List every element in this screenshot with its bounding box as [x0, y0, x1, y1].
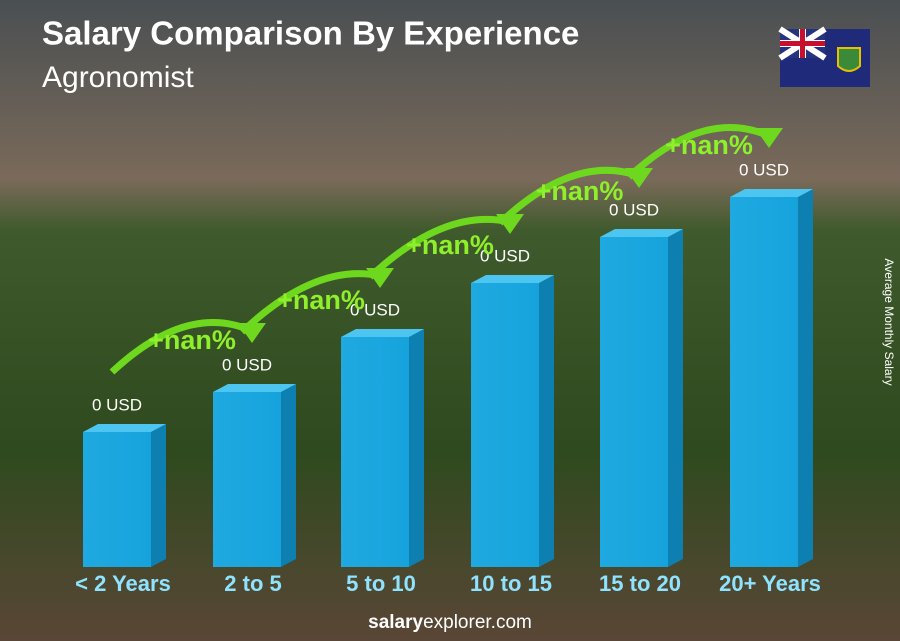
category-label: 15 to 20	[599, 571, 681, 596]
title: Salary Comparison By Experience	[42, 15, 579, 52]
axis-label: Average Monthly Salary	[882, 258, 896, 385]
value-label: 0 USD	[739, 160, 789, 179]
bar-side	[409, 329, 424, 567]
value-label: 0 USD	[92, 395, 142, 414]
bar-side	[668, 229, 683, 567]
footer-rest: explorer.com	[423, 612, 532, 633]
change-arrow	[367, 215, 511, 280]
bar-top	[471, 275, 554, 283]
bar	[730, 197, 798, 567]
footer-brand: salary	[368, 612, 423, 633]
bar	[341, 337, 409, 567]
arrow-head	[755, 128, 783, 148]
bar-top	[213, 384, 296, 392]
change-arrow	[497, 166, 641, 226]
bar-top	[341, 329, 424, 337]
flag	[778, 26, 870, 87]
bar-side	[281, 384, 296, 567]
value-label: 0 USD	[480, 246, 530, 265]
bar-side	[798, 189, 813, 567]
bar	[83, 432, 151, 567]
bar	[213, 392, 281, 567]
bar-side	[151, 424, 166, 567]
change-label: +nan%	[665, 130, 753, 160]
change-label: +nan%	[148, 325, 236, 355]
bar-side	[539, 275, 554, 567]
change-label: +nan%	[406, 230, 494, 260]
change-arrow	[239, 270, 381, 335]
category-label: 2 to 5	[224, 571, 281, 596]
category-label: 10 to 15	[470, 571, 552, 596]
category-label: 5 to 10	[346, 571, 416, 596]
change-label: +nan%	[277, 285, 365, 315]
bar	[600, 237, 668, 567]
value-label: 0 USD	[350, 300, 400, 319]
category-label: 20+ Years	[719, 571, 821, 596]
subtitle: Agronomist	[42, 61, 194, 94]
change-arrow	[626, 124, 771, 180]
bar-top	[730, 189, 813, 197]
category-label: < 2 Years	[75, 571, 171, 596]
bar-top	[83, 424, 166, 432]
value-label: 0 USD	[222, 355, 272, 374]
footer: salaryexplorer.com	[368, 612, 532, 633]
bar-top	[600, 229, 683, 237]
change-label: +nan%	[536, 176, 624, 206]
bar	[471, 283, 539, 567]
change-arrow	[109, 319, 254, 375]
value-label: 0 USD	[609, 200, 659, 219]
